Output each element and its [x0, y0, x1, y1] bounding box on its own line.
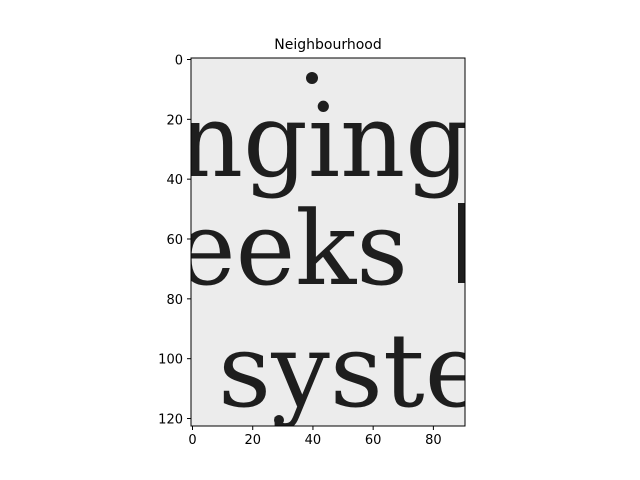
y-tick-label: 40 — [166, 173, 183, 188]
x-tick-label: 20 — [244, 433, 261, 448]
image-text-line-3: syste — [218, 312, 486, 431]
y-tick-label: 100 — [158, 353, 183, 368]
ink-dot-bottom — [274, 415, 284, 425]
image-frame — [190, 57, 466, 427]
grayscale-image: nging eeks syste — [176, 58, 486, 431]
chart-title: Neighbourhood — [274, 37, 381, 53]
y-tick-label: 80 — [166, 293, 183, 308]
image-text-line-2: eeks — [176, 190, 408, 309]
image-text-line-1: nging — [178, 82, 470, 201]
y-axis-ticks: 0 20 40 60 80 100 120 — [158, 53, 191, 428]
x-tick-label: 80 — [425, 433, 442, 448]
x-tick-label: 60 — [365, 433, 382, 448]
y-tick-label: 20 — [166, 113, 183, 128]
y-tick-label: 0 — [175, 53, 183, 68]
x-axis-ticks: 0 20 40 60 80 — [188, 426, 442, 448]
image-background — [191, 58, 465, 426]
y-tick-label: 120 — [158, 413, 183, 428]
x-tick-label: 0 — [188, 433, 196, 448]
ink-dot-top — [306, 72, 318, 84]
partial-letter-right — [458, 203, 465, 283]
x-tick-label: 40 — [305, 433, 322, 448]
y-tick-label: 60 — [166, 233, 183, 248]
